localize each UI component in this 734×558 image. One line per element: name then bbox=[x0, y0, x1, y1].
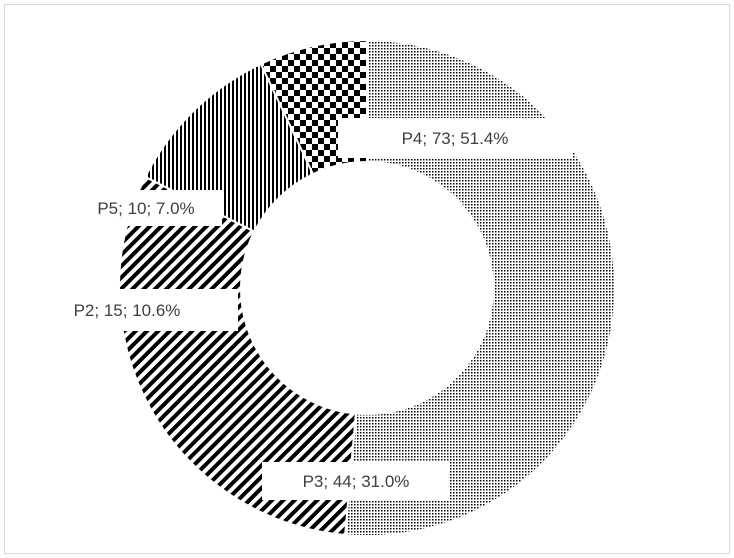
data-label-box-p2 bbox=[16, 289, 238, 331]
data-label-box-p5 bbox=[70, 190, 222, 226]
data-label-box-p3 bbox=[262, 462, 450, 500]
data-label-p5: P5; 10; 7.0% bbox=[97, 199, 194, 218]
data-label-box-p4 bbox=[338, 118, 572, 158]
data-label-p2: P2; 15; 10.6% bbox=[74, 301, 181, 320]
data-label-p4: P4; 73; 51.4% bbox=[402, 129, 509, 148]
data-label-p3: P3; 44; 31.0% bbox=[303, 472, 410, 491]
slice-p4 bbox=[343, 38, 616, 537]
